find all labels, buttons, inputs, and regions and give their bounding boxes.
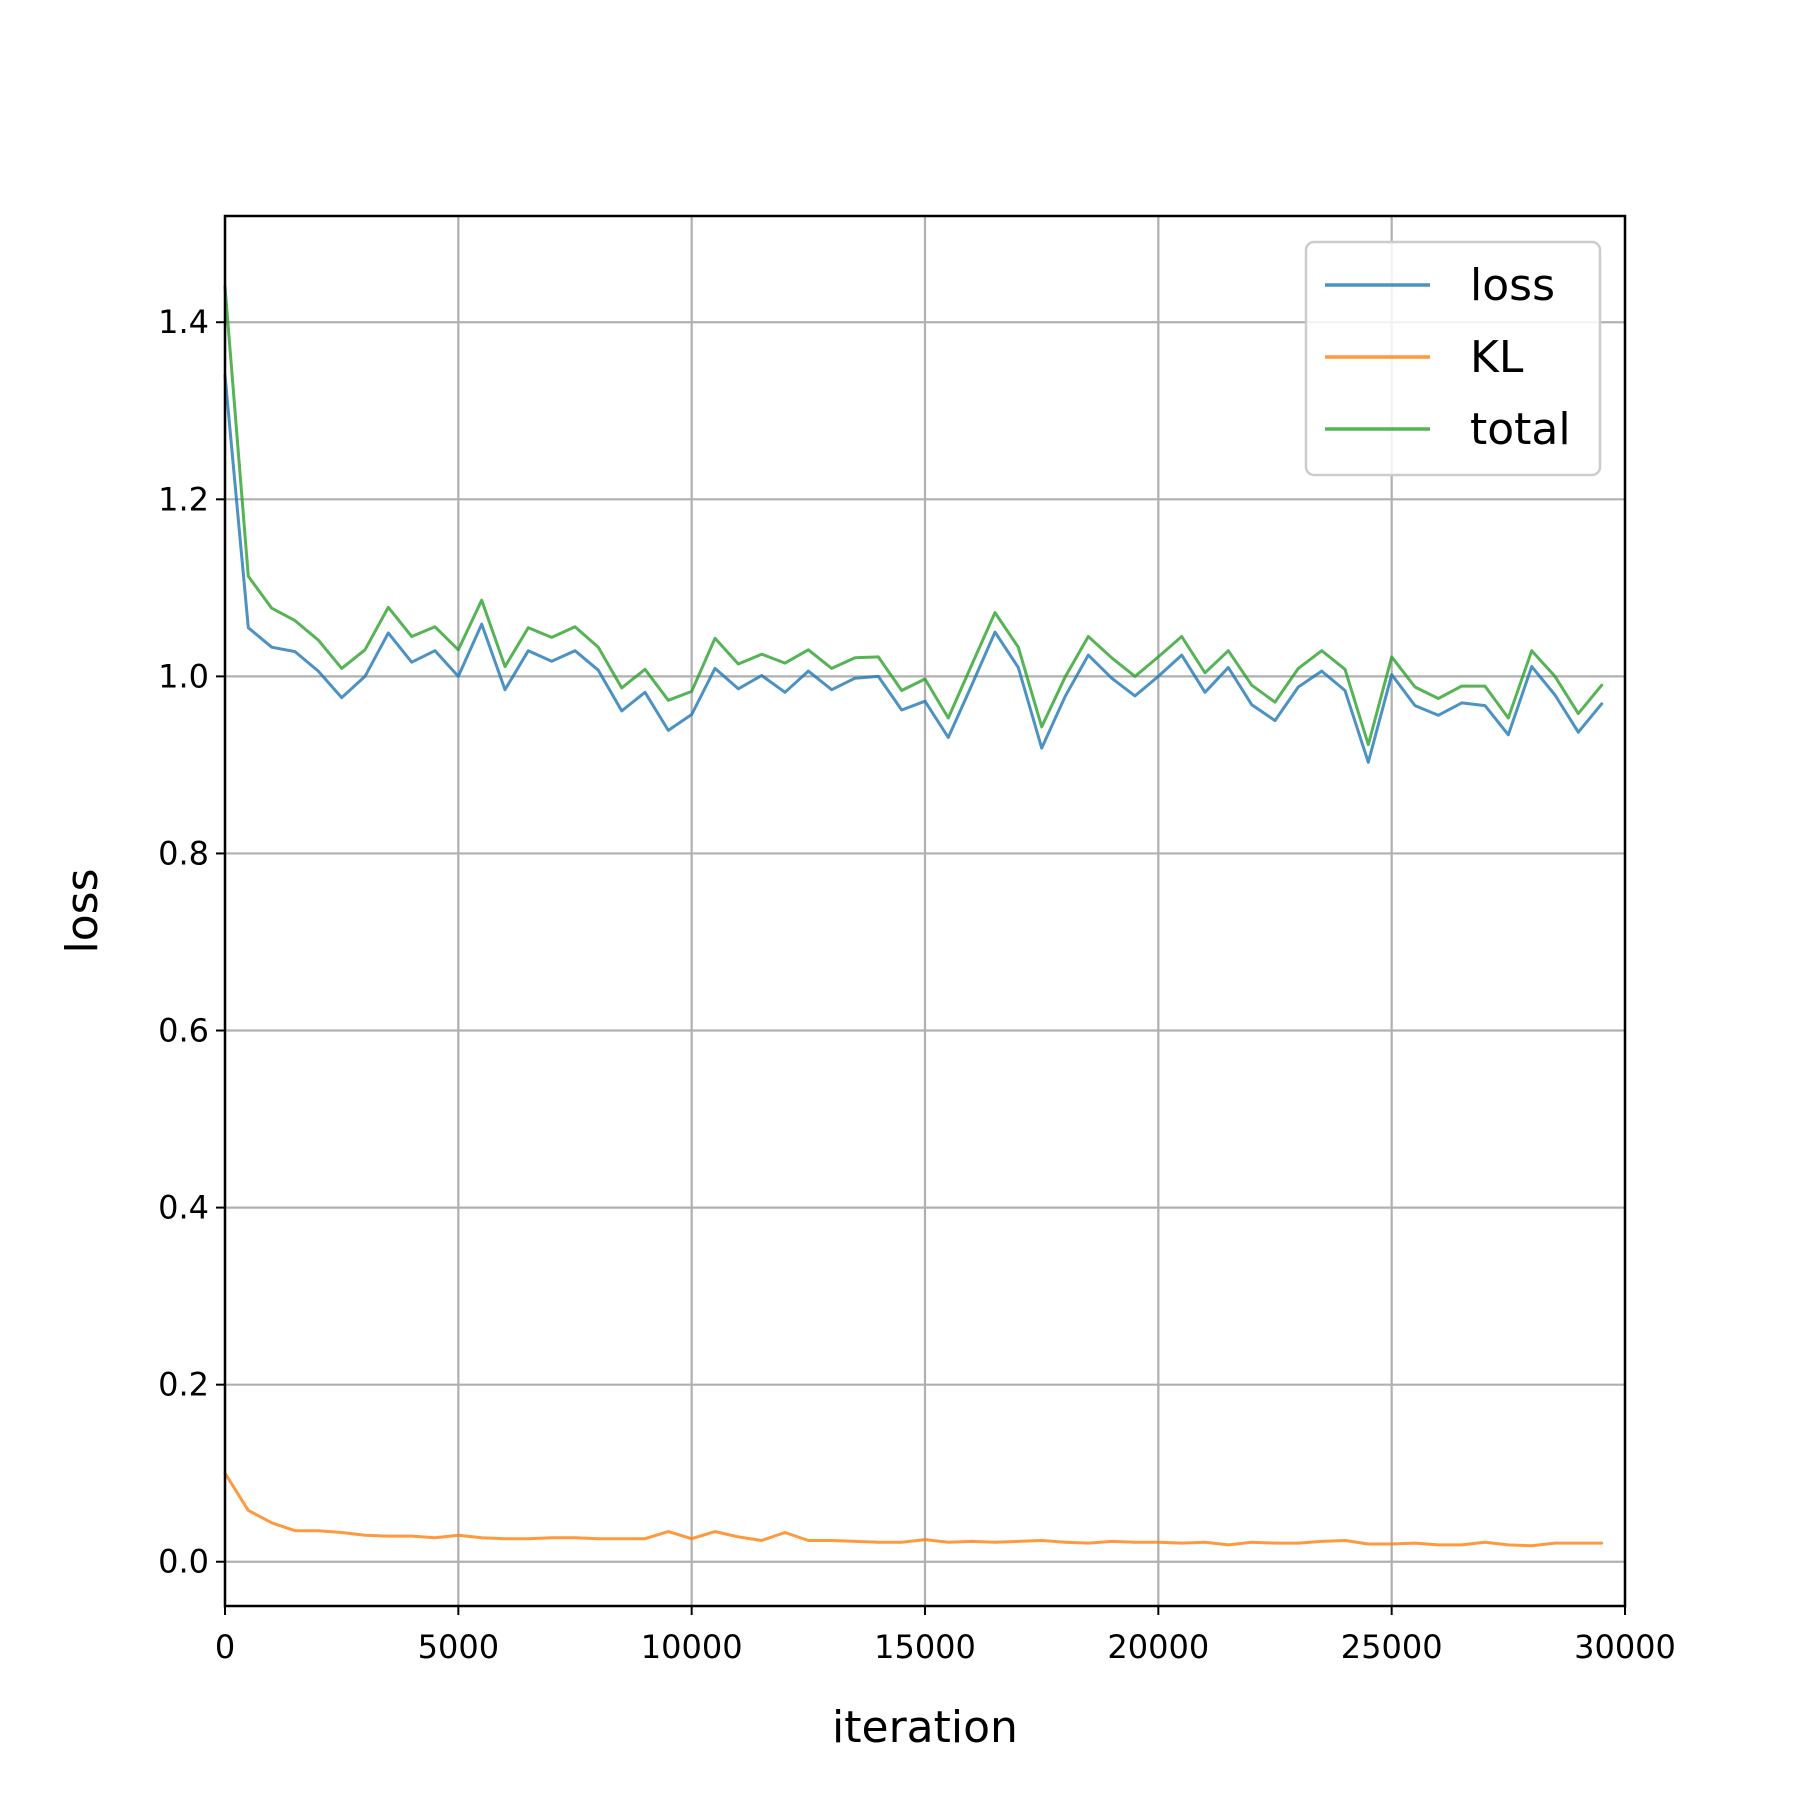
y-tick-label: 0.2	[158, 1366, 209, 1404]
y-tick-label: 0.6	[158, 1012, 209, 1050]
x-tick-label: 25000	[1341, 1628, 1443, 1666]
x-axis-ticks: 0 5000 10000 15000 20000 25000 30000	[215, 1606, 1676, 1666]
x-tick-label: 5000	[418, 1628, 499, 1666]
y-tick-label: 1.0	[158, 657, 209, 695]
y-tick-label: 1.4	[158, 303, 209, 341]
y-tick-label: 0.0	[158, 1543, 209, 1581]
x-tick-label: 0	[215, 1628, 235, 1666]
x-axis-title: iteration	[832, 1702, 1018, 1753]
y-tick-label: 1.2	[158, 480, 209, 518]
y-axis-title: loss	[57, 869, 108, 954]
x-tick-label: 30000	[1574, 1628, 1676, 1666]
series-lines	[223, 285, 1604, 1548]
y-tick-label: 0.8	[158, 834, 209, 872]
legend: loss KL total	[1304, 240, 1602, 477]
series-line-loss	[223, 373, 1604, 764]
legend-label-kl: KL	[1470, 332, 1524, 383]
gridlines	[223, 216, 1627, 1606]
y-axis-ticks: 0.0 0.2 0.4 0.6 0.8 1.0 1.2 1.4	[158, 303, 225, 1581]
series-line-kl	[223, 1471, 1604, 1548]
x-tick-label: 15000	[874, 1628, 976, 1666]
legend-label-loss: loss	[1470, 260, 1555, 311]
y-tick-label: 0.4	[158, 1189, 209, 1227]
x-tick-label: 10000	[641, 1628, 743, 1666]
legend-box	[1304, 240, 1602, 477]
series-line-total	[223, 285, 1604, 747]
legend-entries: loss KL total	[1325, 260, 1571, 455]
legend-label-total: total	[1470, 404, 1571, 455]
x-tick-label: 20000	[1107, 1628, 1209, 1666]
